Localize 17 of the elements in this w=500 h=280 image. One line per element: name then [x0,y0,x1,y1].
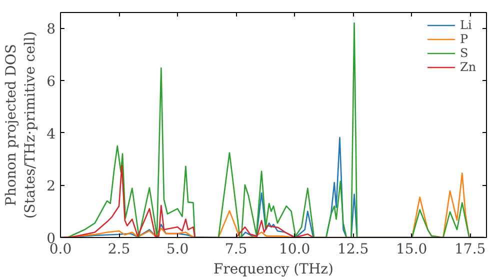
y-axis-title: Phonon projected DOS (States/THz·primitive cell) [3,31,39,219]
legend-label: Zn [460,60,478,74]
legend-label: P [460,32,470,46]
legend-label: Li [460,18,473,32]
y-tick-label: 6 [46,74,56,90]
legend-label: S [460,46,470,60]
y-tick-label: 8 [46,22,56,38]
x-axis-title: Frequency (THz) [213,262,334,278]
x-tick-label: 5.0 [166,242,189,258]
x-tick-label: 12.5 [337,242,369,258]
y-tick-label: 2 [46,178,56,195]
y-tick-label: 4 [46,126,56,142]
x-tick-label: 7.5 [224,242,248,258]
x-tick-label: 15.0 [396,242,428,258]
x-tick-label: 2.5 [108,242,130,258]
x-tick-label: 17.5 [454,242,486,258]
x-tick-label: 10.0 [278,242,310,258]
